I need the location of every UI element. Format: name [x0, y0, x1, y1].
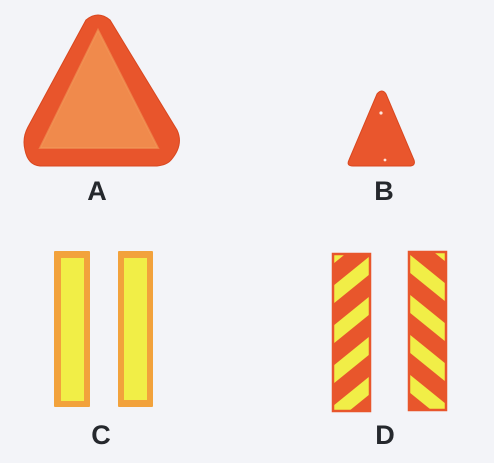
sign-b-triangle [347, 90, 415, 167]
sign-c-strip-right [118, 251, 153, 407]
sign-d-striped-strips [331, 250, 448, 413]
sign-b-label: B [374, 176, 394, 206]
sign-c-yellow-strips [54, 251, 153, 407]
sign-d-strip-left [331, 252, 372, 413]
sign-c-strip-left [54, 251, 90, 407]
sign-a-inner-panel [40, 30, 158, 148]
sign-a-inner-highlight [38, 27, 160, 149]
sign-d-strip-right [407, 250, 448, 412]
sign-a-large-triangle [23, 14, 180, 167]
sign-a-label: A [87, 176, 107, 206]
sign-b-bottom-hole [383, 158, 387, 162]
sign-b-small-triangle [347, 90, 415, 167]
sign-c-label: C [91, 420, 111, 450]
sign-d-label: D [375, 420, 395, 450]
sign-b-top-hole [379, 111, 383, 115]
